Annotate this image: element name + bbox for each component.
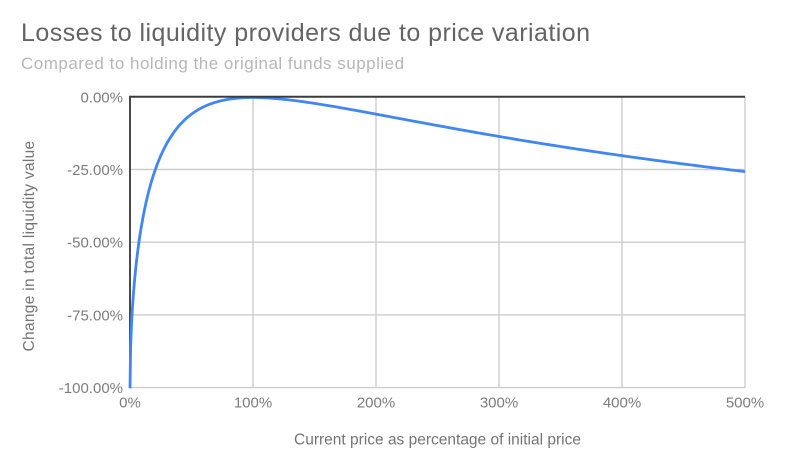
svg-text:Current price as percentage of: Current price as percentage of initial p… [294, 432, 581, 449]
svg-text:400%: 400% [603, 395, 641, 412]
svg-text:Change in total liquidity valu: Change in total liquidity value [21, 141, 38, 352]
svg-text:-75.00%: -75.00% [67, 307, 123, 324]
svg-text:-50.00%: -50.00% [67, 235, 123, 252]
svg-text:200%: 200% [357, 395, 395, 412]
svg-text:Losses to liquidity providers: Losses to liquidity providers due to pri… [21, 19, 591, 47]
svg-text:500%: 500% [726, 395, 764, 412]
svg-text:Compared to holding the origin: Compared to holding the original funds s… [21, 54, 405, 73]
svg-text:-25.00%: -25.00% [67, 162, 123, 179]
svg-text:0%: 0% [119, 395, 141, 412]
svg-text:100%: 100% [234, 395, 272, 412]
svg-text:300%: 300% [480, 395, 518, 412]
svg-text:-100.00%: -100.00% [59, 380, 123, 397]
svg-text:0.00%: 0.00% [80, 89, 123, 106]
